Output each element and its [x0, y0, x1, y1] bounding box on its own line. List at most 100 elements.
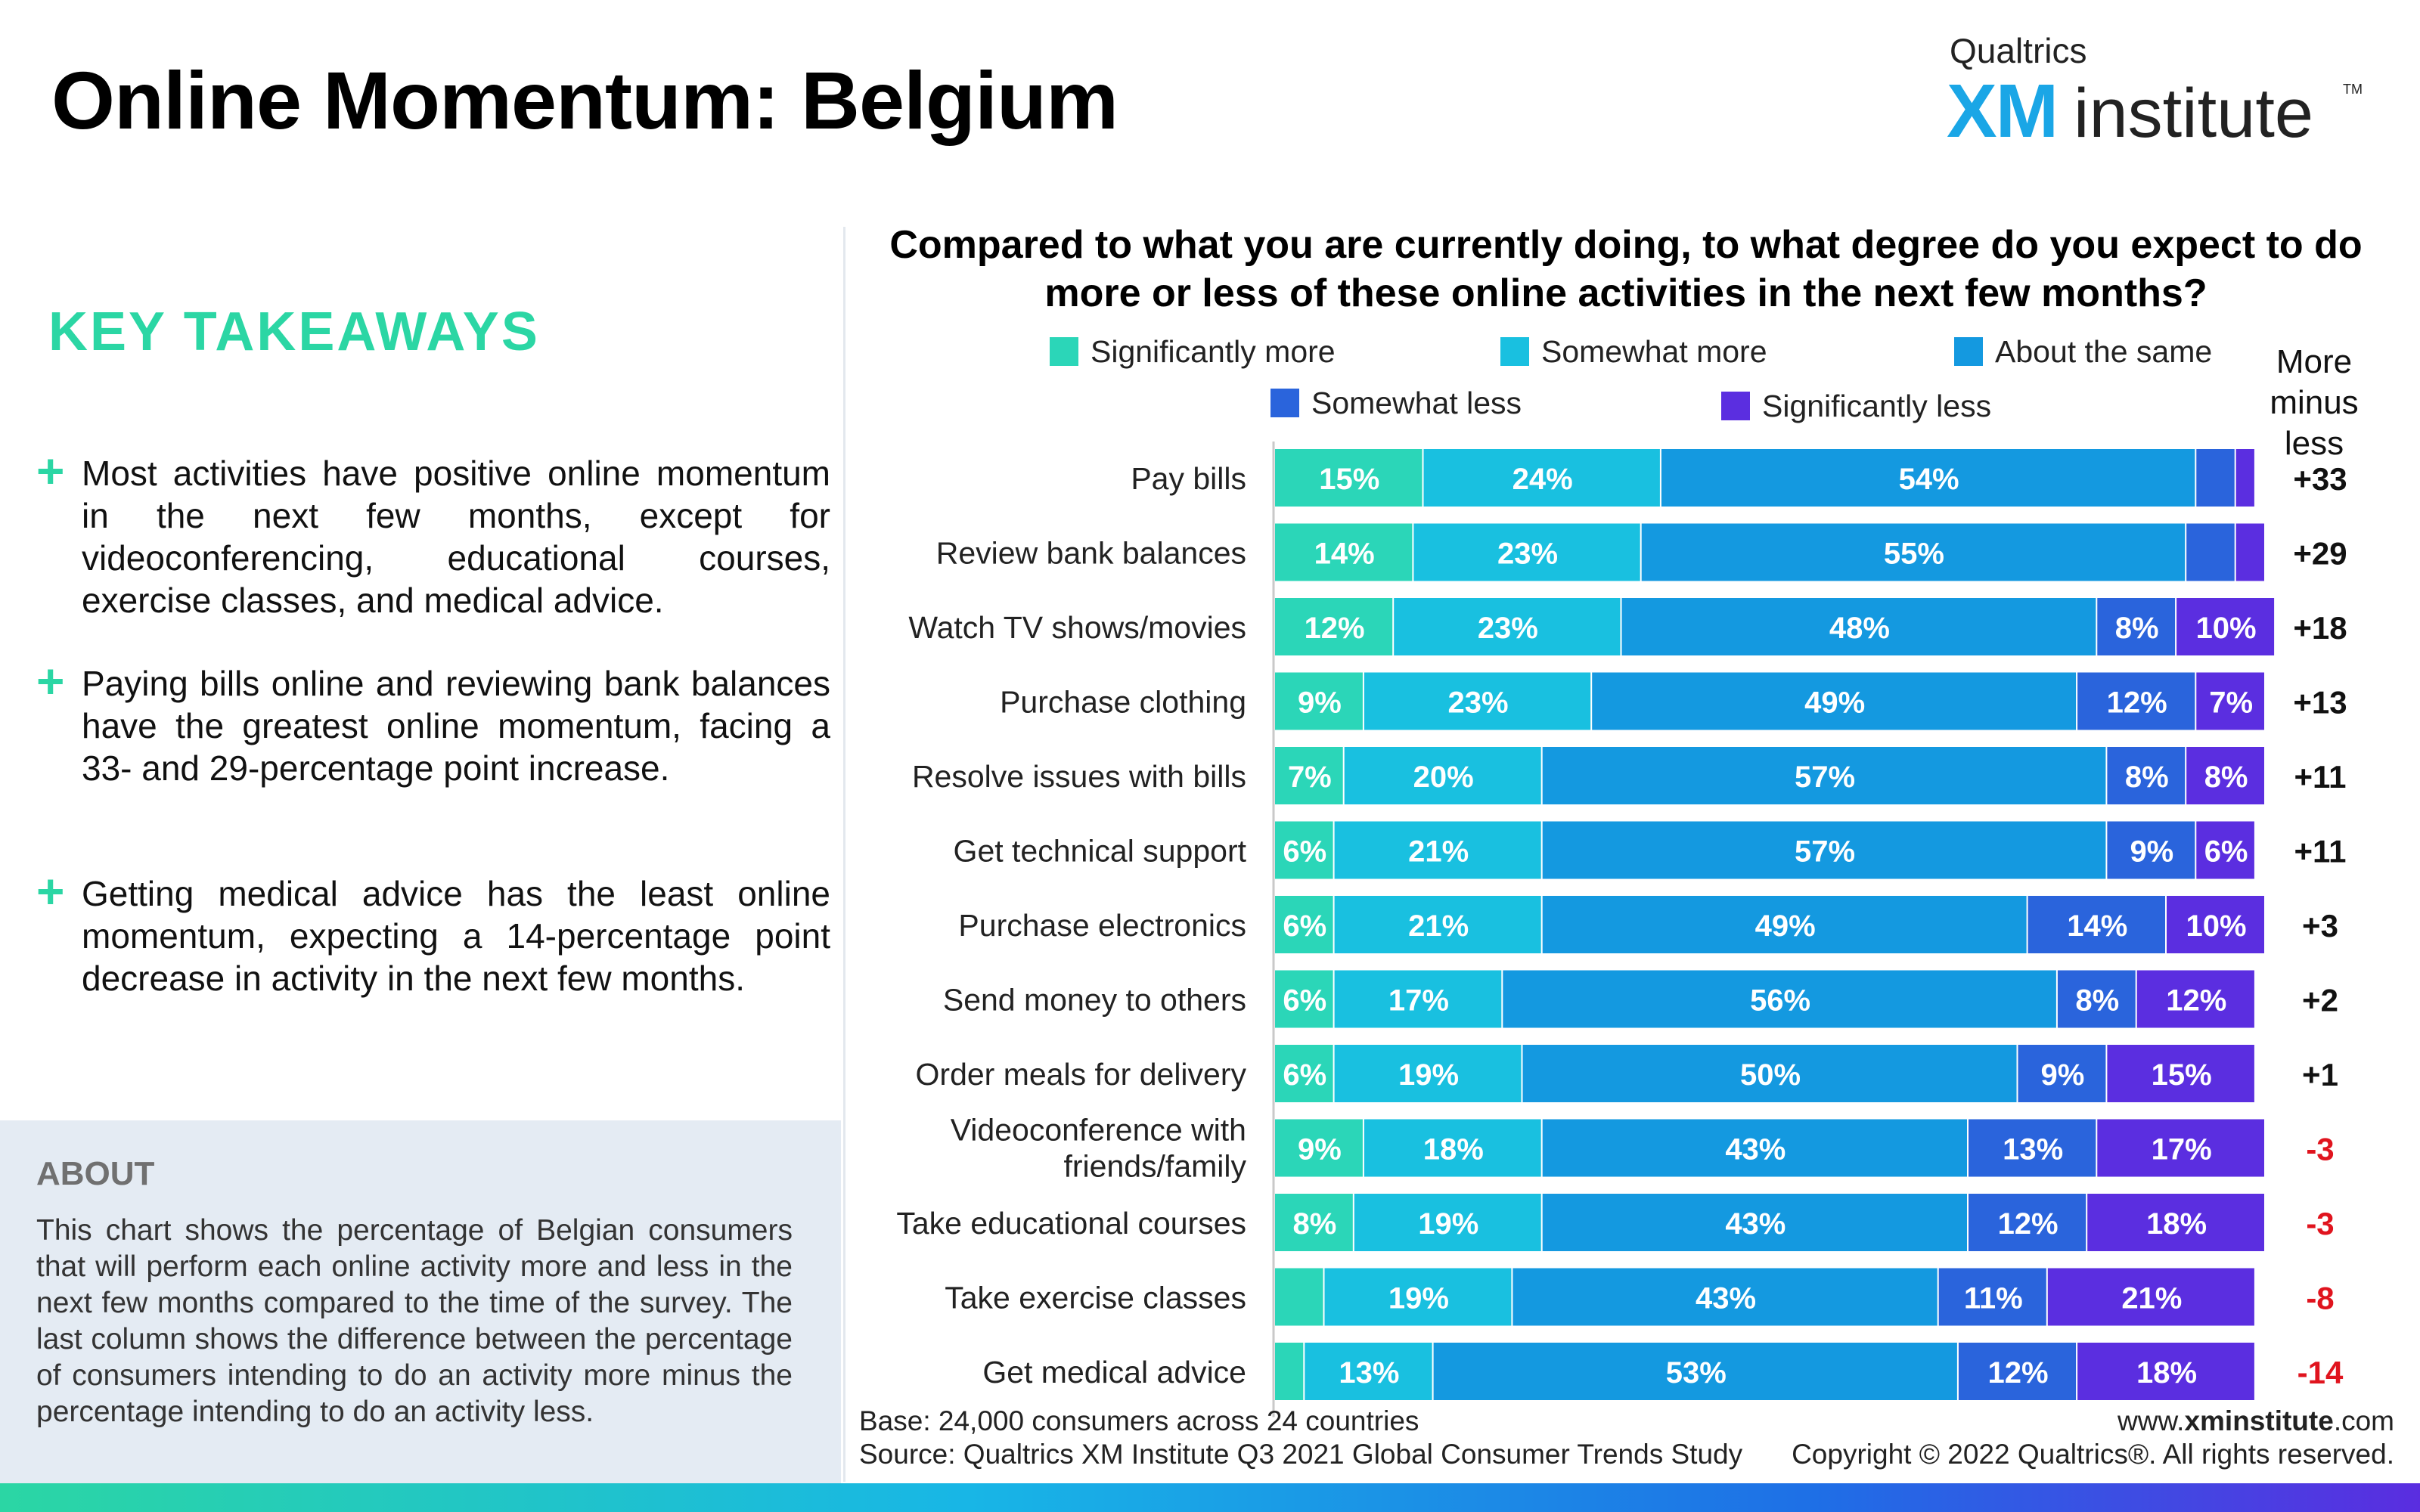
- bar-segment: [1592, 672, 2077, 730]
- bar-segment: [1542, 747, 2106, 804]
- data-label: 54%: [1899, 463, 1959, 496]
- legend-swatch: [1721, 392, 1750, 420]
- data-label: 49%: [1755, 909, 1816, 943]
- category-label: Review bank balances: [936, 536, 1246, 571]
- data-label: 12%: [1305, 612, 1365, 645]
- data-label: 8%: [2115, 612, 2159, 645]
- page-title: Online Momentum: Belgium: [51, 54, 1118, 146]
- data-label: 56%: [1750, 984, 1810, 1018]
- bar-segment: [1423, 449, 1660, 507]
- bar-segment: [2107, 1045, 2254, 1102]
- brand-gradient-bar: [0, 1483, 2420, 1512]
- website-link[interactable]: www.xminstitute.com: [1792, 1405, 2394, 1438]
- bar-segment: [1542, 821, 2106, 879]
- bar-segment: [1542, 896, 2027, 953]
- bar-segment: [2196, 672, 2264, 730]
- net-value-label: -14: [2297, 1355, 2344, 1390]
- bar-segment: [2087, 1194, 2264, 1251]
- base-note: Base: 24,000 consumers across 24 countri…: [859, 1405, 1419, 1436]
- website-domain: xminstitute: [2184, 1405, 2334, 1436]
- bar-segment: [2028, 896, 2165, 953]
- category-label: Resolve issues with bills: [912, 759, 1246, 794]
- legend-label: Somewhat less: [1311, 386, 1522, 420]
- data-label: 57%: [1795, 835, 1855, 869]
- bar-segment: [2136, 970, 2254, 1028]
- bar-segment: [2176, 598, 2275, 655]
- takeaway-text: Most activities have positive online mom…: [82, 454, 830, 620]
- data-label: 19%: [1398, 1058, 1459, 1092]
- data-label: 19%: [1418, 1207, 1478, 1241]
- bar-segment: [1969, 1194, 2086, 1251]
- net-value-label: +18: [2293, 610, 2347, 646]
- key-takeaways-heading: KEY TAKEAWAYS: [48, 302, 540, 362]
- legend-item-somewhat-more: Somewhat more: [1500, 334, 1767, 370]
- logo-qualtrics-text: Qualtrics: [1950, 31, 2087, 70]
- legend-item-somewhat-less: Somewhat less: [1270, 386, 1522, 421]
- data-label: 8%: [2204, 761, 2248, 794]
- data-label: 14%: [2067, 909, 2127, 943]
- data-label: 6%: [1283, 835, 1326, 869]
- data-label: 13%: [1339, 1356, 1399, 1390]
- bar-segment: [2097, 598, 2176, 655]
- bar-segment: [1364, 1119, 1541, 1177]
- copyright-note: Copyright © 2022 Qualtrics®. All rights …: [1792, 1439, 2394, 1470]
- data-label: 6%: [1283, 909, 1326, 943]
- bar-segment: [2077, 1343, 2254, 1400]
- category-label: Videoconference with: [951, 1113, 1246, 1148]
- chart-credits: www.xminstitute.com Copyright © 2022 Qua…: [1792, 1405, 2394, 1471]
- bar-segment: [1354, 1194, 1541, 1251]
- data-label: 57%: [1795, 761, 1855, 794]
- about-panel: [0, 1120, 841, 1483]
- bar-segment: [1334, 970, 1502, 1028]
- bar-segment: [1334, 896, 1541, 953]
- bar-segment: [1275, 598, 1393, 655]
- bar-segment: [1275, 1268, 1323, 1326]
- data-label: 12%: [2107, 686, 2167, 720]
- logo-trademark: TM: [2343, 82, 2363, 97]
- legend-label: About the same: [1995, 334, 2213, 369]
- bar-segment: [1542, 1194, 1967, 1251]
- bar-segment: [2235, 523, 2264, 581]
- bar-segment: [1275, 449, 1423, 507]
- legend-item-significantly-more: Significantly more: [1050, 334, 1336, 370]
- net-value-label: +29: [2293, 536, 2347, 572]
- takeaway-text: Getting medical advice has the least onl…: [82, 874, 830, 998]
- bar-segment: [2186, 523, 2235, 581]
- about-text: This chart shows the percentage of Belgi…: [36, 1214, 793, 1428]
- net-value-label: +11: [2294, 759, 2347, 795]
- legend-label: Significantly less: [1762, 389, 1992, 423]
- bar-segment: [1413, 523, 1640, 581]
- data-label: 15%: [2152, 1058, 2212, 1092]
- data-label: 20%: [1413, 761, 1474, 794]
- data-label: 24%: [1512, 463, 1573, 496]
- data-label: 10%: [2196, 612, 2257, 645]
- website-prefix: www.: [2118, 1405, 2185, 1436]
- net-value-label: +11: [2294, 834, 2347, 869]
- plus-icon: +: [36, 864, 65, 919]
- bar-segment: [1275, 1194, 1353, 1251]
- data-label: 12%: [1998, 1207, 2059, 1241]
- data-label: 13%: [2003, 1133, 2063, 1167]
- chart-title: Compared to what you are currently doing…: [889, 223, 2363, 315]
- data-label: 9%: [2041, 1058, 2085, 1092]
- legend-swatch: [1954, 337, 1983, 366]
- data-label: 7%: [1288, 761, 1332, 794]
- bar-segment: [1958, 1343, 2077, 1400]
- bar-segment: [2235, 449, 2254, 507]
- net-value-label: +13: [2293, 685, 2347, 720]
- bar-segment: [1344, 747, 1541, 804]
- category-label: Take exercise classes: [945, 1281, 1246, 1315]
- bar-segment: [1512, 1268, 1938, 1326]
- category-label: Take educational courses: [896, 1206, 1246, 1241]
- data-label: 50%: [1740, 1058, 1801, 1092]
- net-value-label: +2: [2302, 983, 2338, 1018]
- bar-segment: [1394, 598, 1621, 655]
- legend-label: Somewhat more: [1541, 334, 1767, 369]
- bar-segment: [1324, 1268, 1512, 1326]
- bar-segment: [1641, 523, 2186, 581]
- data-label: 23%: [1478, 612, 1538, 645]
- bar-segment: [1334, 1045, 1522, 1102]
- legend-item-significantly-less: Significantly less: [1721, 389, 1991, 424]
- data-label: 48%: [1829, 612, 1890, 645]
